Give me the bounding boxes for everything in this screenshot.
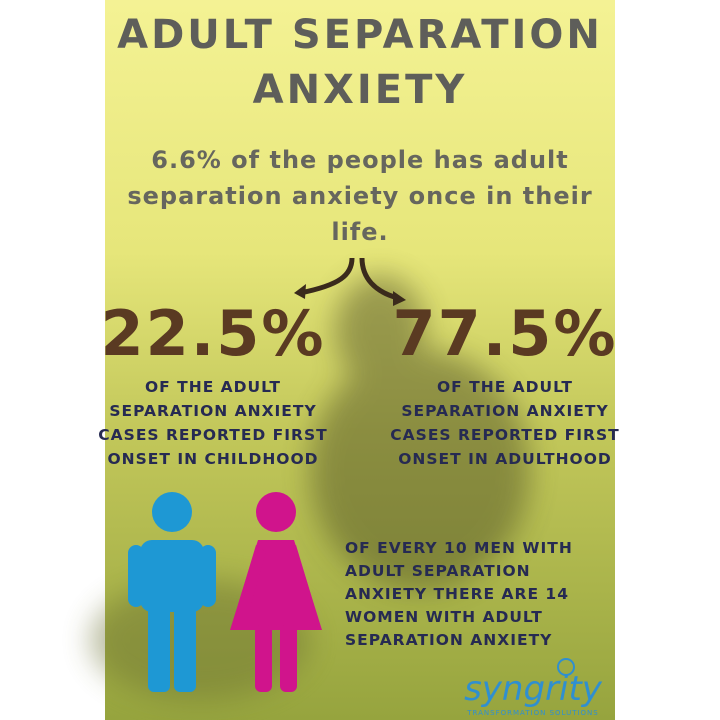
arrow-right-head: [393, 291, 406, 306]
stat-description: CASES REPORTED FIRST: [390, 426, 619, 444]
logo-mark: [557, 658, 575, 676]
logo-tagline: TRANSFORMATION SOLUTIONS: [466, 709, 598, 717]
stat-description: OF THE ADULT: [145, 378, 281, 396]
arrow-left-head: [294, 284, 306, 299]
gender-note: WOMEN WITH ADULT: [345, 608, 543, 626]
stat-description: SEPARATION ANXIETY: [109, 402, 316, 420]
gender-note: ADULT SEPARATION: [345, 562, 531, 580]
gender-note: OF EVERY 10 MEN WITH: [345, 539, 573, 557]
stat-value: 77.5%: [392, 297, 617, 370]
arrow-left: [299, 257, 355, 296]
gender-note: SEPARATION ANXIETY: [345, 631, 552, 649]
title-line: ADULT SEPARATION: [117, 12, 603, 58]
title-line: ANXIETY: [253, 67, 468, 113]
stat-description: ONSET IN ADULTHOOD: [398, 450, 612, 468]
stat-description: OF THE ADULT: [437, 378, 573, 396]
intro-line: life.: [331, 218, 388, 246]
gender-note: ANXIETY THERE ARE 14: [345, 585, 569, 603]
stat-description: ONSET IN CHILDHOOD: [107, 450, 318, 468]
stat-value: 22.5%: [100, 297, 325, 370]
stat-description: CASES REPORTED FIRST: [98, 426, 327, 444]
stat-description: SEPARATION ANXIETY: [401, 402, 608, 420]
arrow-right: [359, 257, 399, 301]
man-icon: [128, 492, 216, 692]
intro-line: separation anxiety once in their: [127, 182, 592, 210]
intro-line: 6.6% of the people has adult: [151, 146, 568, 174]
woman-icon: [230, 492, 322, 692]
logo-name: syngrity: [464, 669, 603, 709]
